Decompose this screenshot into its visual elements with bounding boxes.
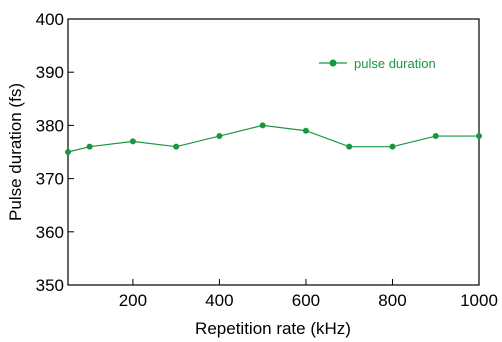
y-tick-label: 390 xyxy=(36,63,64,82)
data-point xyxy=(65,149,71,155)
y-tick-label: 350 xyxy=(36,276,64,295)
data-point xyxy=(346,143,353,150)
y-tick-label: 370 xyxy=(36,170,64,189)
x-tick-label: 200 xyxy=(119,291,147,310)
y-tick-label: 400 xyxy=(36,10,64,29)
x-tick-label: 600 xyxy=(292,291,320,310)
x-tick-label: 400 xyxy=(205,291,233,310)
ticks: 200 400 600 800 1000 350 360 370 380 390 400 xyxy=(36,10,498,310)
series-layer xyxy=(65,122,482,155)
data-point xyxy=(259,122,266,129)
y-tick-label: 380 xyxy=(36,116,64,135)
data-point xyxy=(302,127,309,134)
legend-label: pulse duration xyxy=(354,56,436,71)
data-point xyxy=(86,143,93,150)
series-line xyxy=(67,124,479,153)
legend: pulse duration xyxy=(319,56,436,71)
data-point xyxy=(476,133,482,140)
x-tick-label: 1000 xyxy=(460,291,498,310)
data-point xyxy=(216,133,223,140)
data-point xyxy=(129,138,136,145)
x-axis-title: Repetition rate (kHz) xyxy=(195,319,351,338)
y-axis-title: Pulse duration (fs) xyxy=(6,83,25,221)
x-tick-label: 800 xyxy=(378,291,406,310)
data-point xyxy=(173,143,180,150)
data-point xyxy=(389,143,396,150)
y-tick-label: 360 xyxy=(36,223,64,242)
data-point xyxy=(432,133,439,140)
legend-marker xyxy=(329,59,337,67)
